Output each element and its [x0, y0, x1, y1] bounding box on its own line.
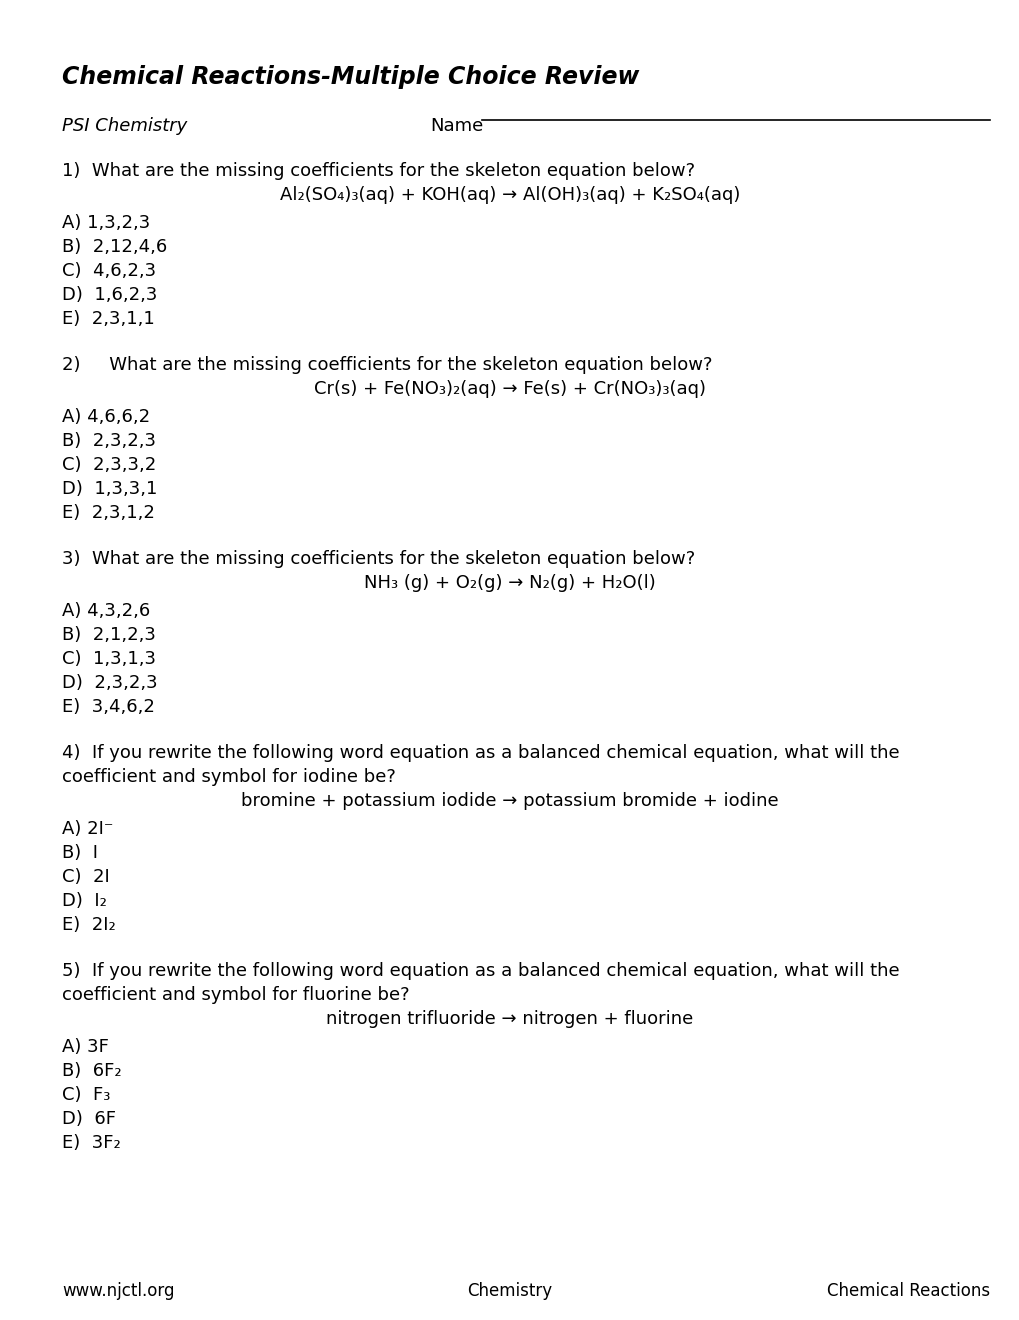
Text: B)  2,1,2,3: B) 2,1,2,3	[62, 626, 156, 644]
Text: D)  2,3,2,3: D) 2,3,2,3	[62, 675, 158, 692]
Text: nitrogen trifluoride → nitrogen + fluorine: nitrogen trifluoride → nitrogen + fluori…	[326, 1010, 693, 1028]
Text: 5)  If you rewrite the following word equation as a balanced chemical equation, : 5) If you rewrite the following word equ…	[62, 962, 899, 979]
Text: E)  2I₂: E) 2I₂	[62, 916, 115, 935]
Text: Al₂(SO₄)₃(aq) + KOH(aq) → Al(OH)₃(aq) + K₂SO₄(aq): Al₂(SO₄)₃(aq) + KOH(aq) → Al(OH)₃(aq) + …	[279, 186, 740, 205]
Text: 4)  If you rewrite the following word equation as a balanced chemical equation, : 4) If you rewrite the following word equ…	[62, 744, 899, 762]
Text: C)  4,6,2,3: C) 4,6,2,3	[62, 261, 156, 280]
Text: www.njctl.org: www.njctl.org	[62, 1282, 174, 1300]
Text: B)  I: B) I	[62, 843, 98, 862]
Text: A) 2I⁻: A) 2I⁻	[62, 820, 113, 838]
Text: E)  2,3,1,2: E) 2,3,1,2	[62, 504, 155, 521]
Text: Name: Name	[430, 117, 483, 135]
Text: C)  F₃: C) F₃	[62, 1086, 110, 1104]
Text: E)  3,4,6,2: E) 3,4,6,2	[62, 698, 155, 715]
Text: B)  6F₂: B) 6F₂	[62, 1063, 121, 1080]
Text: A) 1,3,2,3: A) 1,3,2,3	[62, 214, 150, 232]
Text: 1)  What are the missing coefficients for the skeleton equation below?: 1) What are the missing coefficients for…	[62, 162, 694, 180]
Text: C)  1,3,1,3: C) 1,3,1,3	[62, 649, 156, 668]
Text: 3)  What are the missing coefficients for the skeleton equation below?: 3) What are the missing coefficients for…	[62, 550, 695, 568]
Text: C)  2I: C) 2I	[62, 869, 110, 886]
Text: B)  2,3,2,3: B) 2,3,2,3	[62, 432, 156, 450]
Text: Cr(s) + Fe(NO₃)₂(aq) → Fe(s) + Cr(NO₃)₃(aq): Cr(s) + Fe(NO₃)₂(aq) → Fe(s) + Cr(NO₃)₃(…	[314, 380, 705, 399]
Text: Chemical Reactions: Chemical Reactions	[826, 1282, 989, 1300]
Text: Chemistry: Chemistry	[467, 1282, 552, 1300]
Text: D)  I₂: D) I₂	[62, 892, 107, 909]
Text: bromine + potassium iodide → potassium bromide + iodine: bromine + potassium iodide → potassium b…	[240, 792, 779, 810]
Text: B)  2,12,4,6: B) 2,12,4,6	[62, 238, 167, 256]
Text: PSI Chemistry: PSI Chemistry	[62, 117, 187, 135]
Text: D)  1,6,2,3: D) 1,6,2,3	[62, 286, 157, 304]
Text: 2)     What are the missing coefficients for the skeleton equation below?: 2) What are the missing coefficients for…	[62, 356, 712, 374]
Text: A) 3F: A) 3F	[62, 1038, 109, 1056]
Text: Chemical Reactions-Multiple Choice Review: Chemical Reactions-Multiple Choice Revie…	[62, 65, 639, 88]
Text: coefficient and symbol for iodine be?: coefficient and symbol for iodine be?	[62, 768, 395, 785]
Text: coefficient and symbol for fluorine be?: coefficient and symbol for fluorine be?	[62, 986, 410, 1005]
Text: D)  1,3,3,1: D) 1,3,3,1	[62, 480, 157, 498]
Text: E)  3F₂: E) 3F₂	[62, 1134, 120, 1152]
Text: E)  2,3,1,1: E) 2,3,1,1	[62, 310, 155, 327]
Text: C)  2,3,3,2: C) 2,3,3,2	[62, 455, 156, 474]
Text: D)  6F: D) 6F	[62, 1110, 116, 1129]
Text: NH₃ (g) + O₂(g) → N₂(g) + H₂O(l): NH₃ (g) + O₂(g) → N₂(g) + H₂O(l)	[364, 574, 655, 591]
Text: A) 4,3,2,6: A) 4,3,2,6	[62, 602, 150, 620]
Text: A) 4,6,6,2: A) 4,6,6,2	[62, 408, 150, 426]
